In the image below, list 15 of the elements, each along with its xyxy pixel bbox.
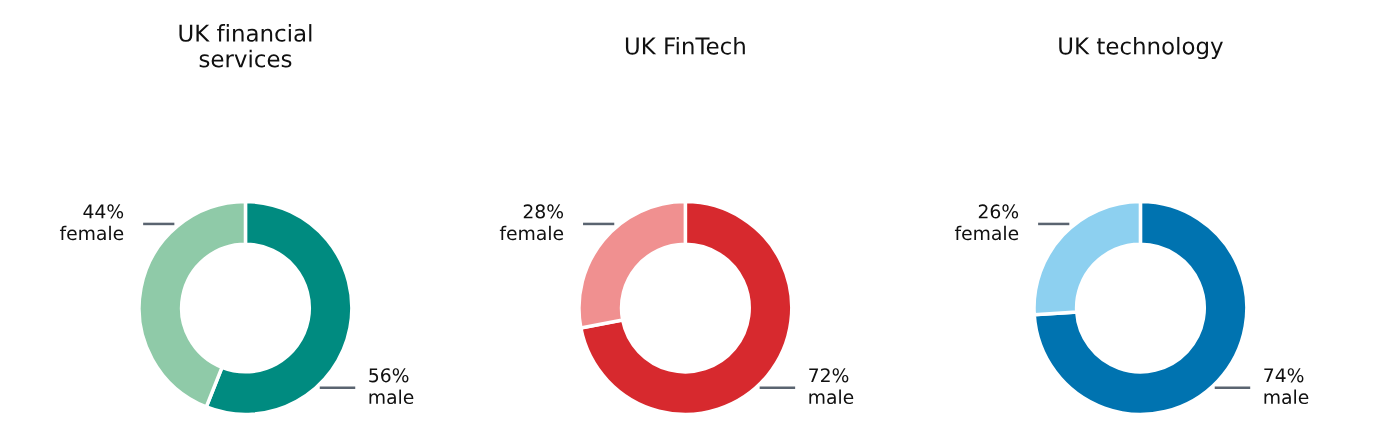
slice-label: male [369,389,414,405]
data-label: 44% [83,204,124,219]
data-label: 28% [523,204,564,219]
chart-title: UK FinTech [625,36,745,55]
data-label: 56% [369,368,409,383]
chart-title: UK technology [1059,36,1223,60]
slice-label: female [59,225,124,241]
slice-label: male [1264,389,1309,405]
data-label: 74% [1264,368,1304,383]
slice-label: female [954,225,1019,241]
slice-label: male [809,389,854,405]
data-label: 26% [978,204,1019,219]
chart-title: UK financial services [179,24,312,68]
slice-label: female [499,225,564,241]
data-label: 72% [809,368,849,383]
